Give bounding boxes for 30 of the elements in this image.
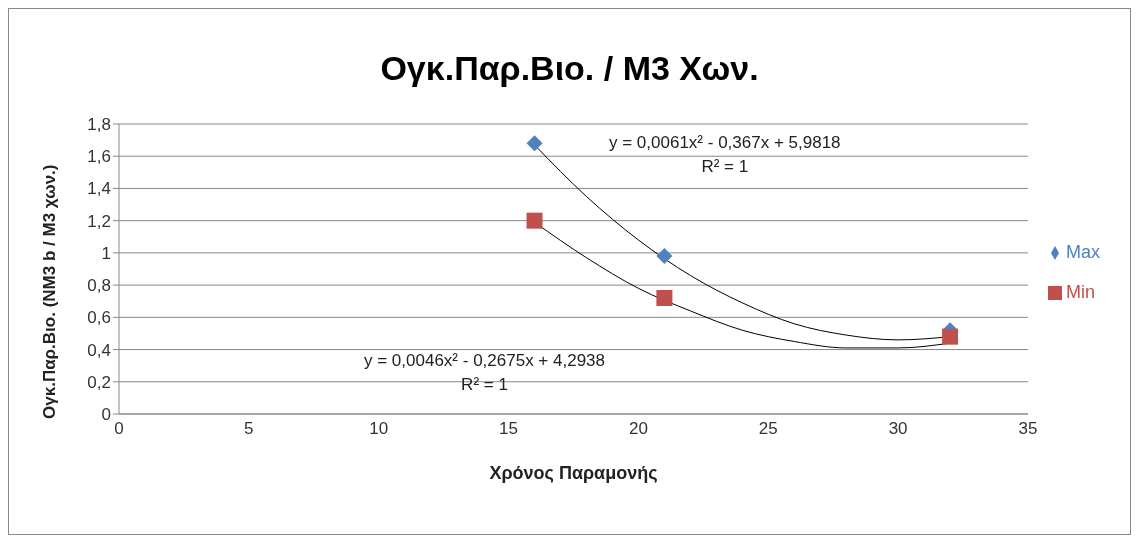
point (526, 212, 543, 229)
y-tick-label: 0,2 (87, 372, 111, 392)
x-tick-label: 30 (888, 419, 908, 439)
point (942, 328, 959, 345)
x-tick-label: 5 (244, 419, 254, 439)
annotation: y = 0,0061x² - 0,367x + 5,9818 R² = 1 (609, 132, 841, 178)
x-tick-label: 35 (1018, 419, 1038, 439)
y-tick-label: 0,8 (87, 276, 111, 296)
y-tick-label: 1,8 (87, 115, 111, 135)
y-tick-label: 0,4 (87, 340, 111, 360)
point (526, 135, 543, 152)
y-tick-label: 1,6 (87, 147, 111, 167)
x-tick-label: 10 (369, 419, 389, 439)
legend-label: Min (1065, 281, 1095, 302)
y-tick-label: 1,2 (87, 211, 111, 231)
y-tick-label: 0,6 (87, 308, 111, 328)
x-axis-title: Χρόνος Παραμονής (489, 463, 658, 483)
y-tick-label: 1 (101, 243, 111, 263)
legend-label: Max (1065, 241, 1100, 262)
y-tick-label: 1,4 (87, 179, 111, 199)
x-tick-label: 0 (114, 419, 124, 439)
x-tick-label: 15 (499, 419, 519, 439)
y-tick-label: 0 (101, 405, 111, 425)
y-axis-title: Ογκ.Παρ.Βιο. (NM3 b / M3 χων.) (40, 164, 60, 419)
chart-title: Ογκ.Παρ.Βιο. / M3 Χων. (379, 49, 760, 88)
annotation: y = 0,0046x² - 0,2675x + 4,2938 R² = 1 (364, 350, 606, 396)
point (656, 248, 673, 265)
x-tick-label: 20 (628, 419, 648, 439)
x-tick-label: 25 (758, 419, 778, 439)
point (656, 290, 673, 306)
